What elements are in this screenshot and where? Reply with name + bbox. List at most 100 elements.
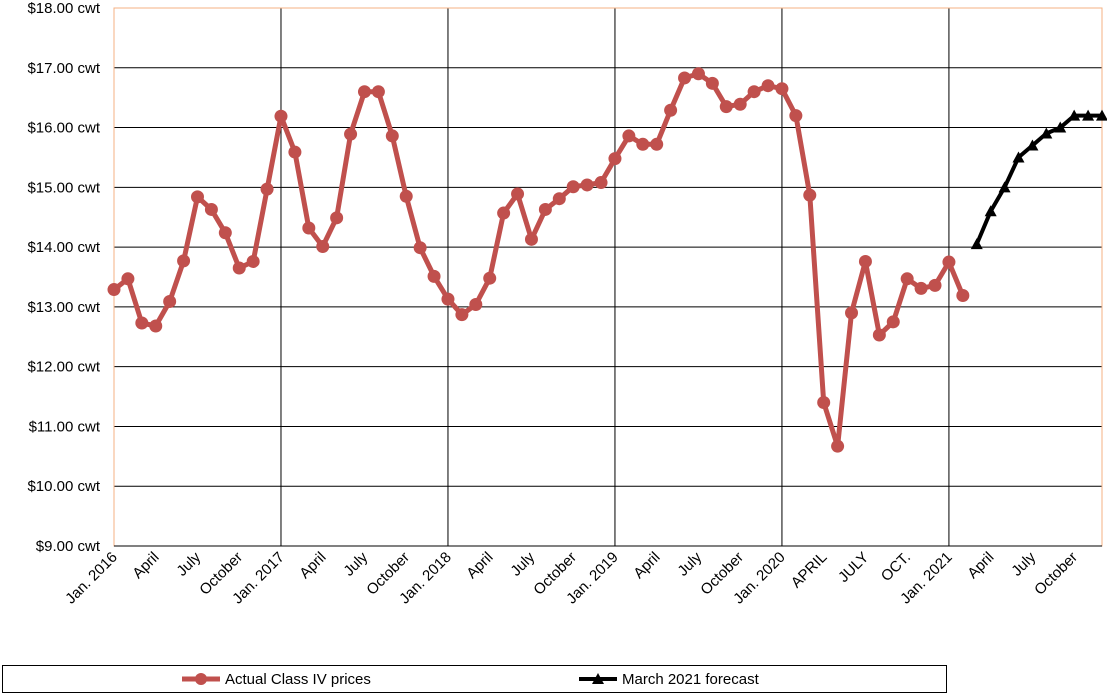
x-tick-label: July — [1008, 548, 1039, 579]
x-tick-label: April — [463, 549, 496, 582]
data-point-actual — [553, 192, 566, 205]
legend-swatch-forecast — [578, 672, 618, 686]
y-tick-label: $9.00 cwt — [36, 538, 101, 555]
y-tick-label: $16.00 cwt — [27, 120, 100, 137]
data-point-actual — [608, 152, 621, 165]
data-point-actual — [205, 203, 218, 216]
y-tick-label: $14.00 cwt — [27, 239, 100, 256]
x-tick-label: Jan. 2016 — [62, 549, 121, 608]
data-point-actual — [455, 308, 468, 321]
data-point-actual — [163, 295, 176, 308]
chart-legend: Actual Class IV prices March 2021 foreca… — [2, 665, 947, 693]
x-tick-label: April — [630, 549, 663, 582]
data-point-actual — [720, 100, 733, 113]
data-point-actual — [887, 315, 900, 328]
data-point-actual — [845, 306, 858, 319]
data-point-actual — [817, 396, 830, 409]
data-point-actual — [789, 109, 802, 122]
x-tick-label: April — [964, 549, 997, 582]
data-point-actual — [108, 283, 121, 296]
data-point-actual — [274, 110, 287, 123]
y-tick-label: $15.00 cwt — [27, 179, 100, 196]
data-point-actual — [956, 289, 969, 302]
y-tick-label: $10.00 cwt — [27, 478, 100, 495]
y-tick-label: $12.00 cwt — [27, 359, 100, 376]
data-point-actual — [929, 279, 942, 292]
data-point-actual — [581, 178, 594, 191]
data-point-actual — [775, 82, 788, 95]
data-point-actual — [121, 272, 134, 285]
data-point-actual — [803, 189, 816, 202]
data-point-actual — [859, 255, 872, 268]
data-point-forecast — [971, 238, 983, 249]
data-point-actual — [469, 298, 482, 311]
data-point-actual — [316, 240, 329, 253]
data-point-actual — [233, 262, 246, 275]
data-point-actual — [873, 328, 886, 341]
y-tick-label: $13.00 cwt — [27, 299, 100, 316]
x-tick-label: APRIL — [788, 549, 831, 592]
y-tick-label: $18.00 cwt — [27, 0, 100, 17]
legend-item-actual: Actual Class IV prices — [181, 666, 371, 692]
data-point-actual — [511, 187, 524, 200]
x-tick-label: July — [340, 548, 371, 579]
data-point-actual — [762, 79, 775, 92]
data-point-actual — [135, 317, 148, 330]
x-tick-label: July — [674, 548, 705, 579]
data-point-actual — [497, 207, 510, 220]
data-point-actual — [400, 190, 413, 203]
data-point-actual — [942, 256, 955, 269]
x-tick-label: April — [129, 549, 162, 582]
data-point-actual — [636, 138, 649, 151]
legend-item-forecast: March 2021 forecast — [578, 666, 759, 692]
chart-series — [108, 67, 1107, 452]
data-point-actual — [302, 221, 315, 234]
data-point-actual — [261, 183, 274, 196]
legend-swatch-actual — [181, 672, 221, 686]
data-point-actual — [441, 293, 454, 306]
data-point-actual — [219, 226, 232, 239]
data-point-actual — [692, 67, 705, 80]
y-axis-tick-labels: $9.00 cwt $10.00 cwt $11.00 cwt $12.00 cwt $… — [27, 0, 100, 555]
data-point-actual — [539, 203, 552, 216]
data-point-actual — [372, 85, 385, 98]
data-point-actual — [567, 180, 580, 193]
legend-label-forecast: March 2021 forecast — [622, 671, 759, 688]
data-point-actual — [247, 255, 260, 268]
data-point-actual — [831, 440, 844, 453]
series-line-actual — [114, 74, 963, 446]
data-point-actual — [650, 138, 663, 151]
y-tick-label: $11.00 cwt — [29, 418, 101, 435]
data-point-actual — [483, 272, 496, 285]
series-line-forecast — [977, 116, 1102, 245]
data-point-actual — [525, 233, 538, 246]
data-point-actual — [915, 282, 928, 295]
data-point-actual — [191, 190, 204, 203]
data-point-actual — [358, 85, 371, 98]
legend-label-actual: Actual Class IV prices — [225, 671, 371, 688]
x-tick-label: July — [173, 548, 204, 579]
data-point-actual — [344, 128, 357, 141]
data-point-actual — [706, 77, 719, 90]
data-point-actual — [678, 71, 691, 84]
data-point-actual — [622, 129, 635, 142]
x-tick-label: OCT. — [878, 549, 914, 585]
data-point-actual — [288, 146, 301, 159]
data-point-actual — [330, 211, 343, 224]
x-tick-label: July — [507, 548, 538, 579]
data-point-actual — [664, 104, 677, 117]
data-point-actual — [428, 270, 441, 283]
data-point-actual — [414, 241, 427, 254]
data-point-actual — [595, 176, 608, 189]
x-tick-label: April — [296, 549, 329, 582]
data-point-actual — [748, 85, 761, 98]
data-point-actual — [734, 98, 747, 111]
data-point-actual — [901, 272, 914, 285]
data-point-actual — [149, 320, 162, 333]
data-point-actual — [386, 129, 399, 142]
y-tick-label: $17.00 cwt — [27, 60, 100, 77]
data-point-actual — [177, 254, 190, 267]
x-tick-label: JULY — [835, 549, 872, 586]
